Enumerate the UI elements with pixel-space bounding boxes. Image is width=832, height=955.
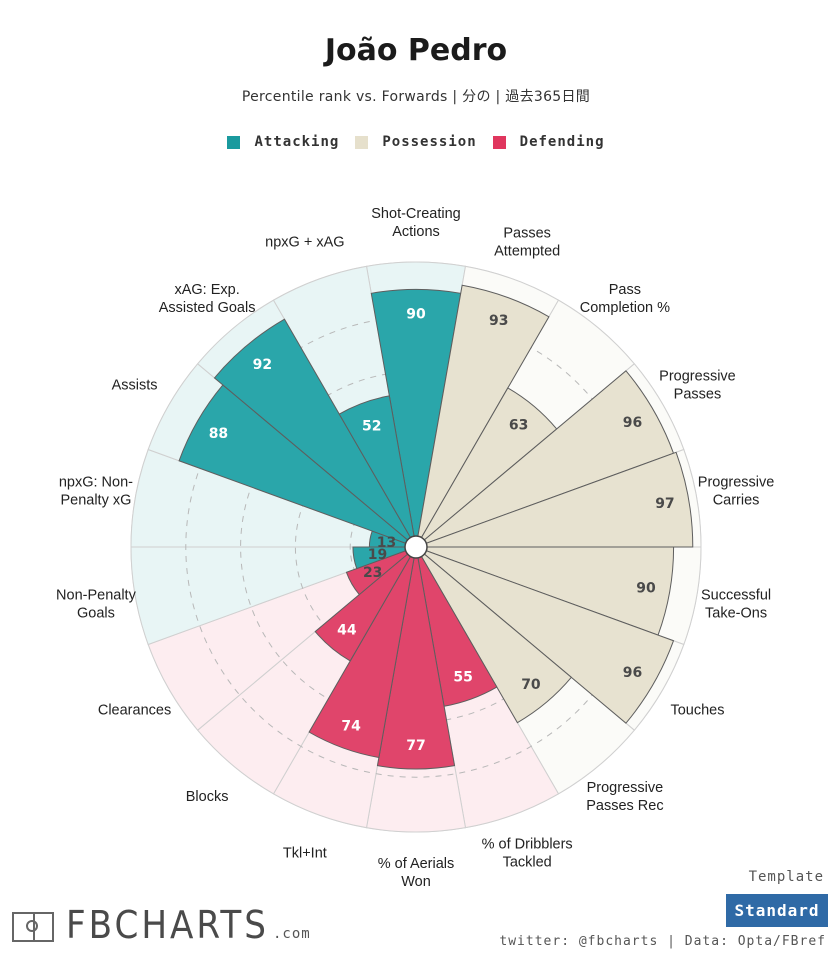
metric-label: Pass Completion % bbox=[580, 282, 670, 316]
metric-value-label: 74 bbox=[341, 718, 361, 734]
metric-label: Touches bbox=[670, 703, 724, 719]
metric-label: % of Aerials Won bbox=[378, 856, 455, 890]
metric-value-label: 23 bbox=[363, 565, 382, 581]
legend-swatch-defending bbox=[492, 135, 506, 149]
metric-label: Blocks bbox=[186, 789, 229, 805]
metric-value-label: 96 bbox=[623, 415, 642, 431]
legend-item-defending: Defending bbox=[492, 134, 605, 150]
page-title: João Pedro bbox=[324, 33, 508, 68]
metric-label: npxG: Non-Penalty xG bbox=[59, 475, 133, 509]
metric-value-label: 96 bbox=[623, 665, 642, 681]
metric-value-label: 63 bbox=[509, 418, 528, 434]
legend-label-defending: Defending bbox=[519, 134, 605, 150]
metric-label: Non-Penalty Goals bbox=[56, 587, 137, 621]
credits: twitter: @fbcharts | Data: Opta/FBref bbox=[499, 934, 826, 949]
metric-value-label: 19 bbox=[368, 547, 387, 563]
fbcharts-logo: FBCHARTS .com bbox=[12, 903, 311, 947]
metric-value-label: 55 bbox=[453, 669, 472, 685]
pitch-icon bbox=[12, 912, 54, 942]
metric-label: Progressive Passes Rec bbox=[586, 780, 663, 814]
legend-swatch-attacking bbox=[227, 135, 241, 149]
metric-label: npxG + xAG bbox=[265, 235, 344, 251]
metric-value-label: 93 bbox=[489, 313, 508, 329]
metric-label: Progressive Carries bbox=[698, 475, 775, 509]
metric-label: Passes Attempted bbox=[494, 226, 560, 260]
metric-value-label: 52 bbox=[362, 418, 381, 434]
metric-label: % of Dribblers Tackled bbox=[482, 836, 573, 870]
metric-value-label: 90 bbox=[636, 581, 656, 597]
metric-value-label: 90 bbox=[406, 306, 426, 322]
metric-label: Clearances bbox=[98, 703, 171, 719]
template-badge: Standard bbox=[726, 894, 828, 927]
metric-label: Successful Take-Ons bbox=[701, 587, 771, 621]
template-label: Template bbox=[748, 869, 824, 885]
legend-swatch-possession bbox=[355, 135, 369, 149]
legend-item-possession: Possession bbox=[355, 134, 476, 150]
metric-label: Tkl+Int bbox=[283, 845, 327, 861]
legend-item-attacking: Attacking bbox=[227, 134, 339, 150]
metric-value-label: 92 bbox=[253, 357, 272, 373]
metric-value-label: 70 bbox=[521, 677, 541, 693]
metric-value-label: 97 bbox=[655, 496, 674, 512]
legend: Attacking Possession Defending bbox=[0, 134, 832, 150]
legend-label-attacking: Attacking bbox=[254, 134, 340, 150]
metric-label: xAG: Exp. Assisted Goals bbox=[159, 282, 256, 316]
metric-value-label: 44 bbox=[337, 622, 357, 638]
radar-center bbox=[404, 535, 428, 559]
page-subtitle: Percentile rank vs. Forwards | 分の | 過去36… bbox=[241, 89, 591, 105]
metric-label: Shot-Creating Actions bbox=[371, 206, 460, 240]
logo-text: FBCHARTS bbox=[66, 903, 269, 947]
legend-label-possession: Possession bbox=[382, 134, 477, 150]
metric-value-label: 13 bbox=[377, 535, 396, 551]
metric-label: Progressive Passes bbox=[659, 369, 736, 403]
metric-label: Assists bbox=[112, 378, 158, 394]
metric-value-label: 77 bbox=[406, 738, 425, 754]
logo-suffix: .com bbox=[273, 926, 311, 942]
metric-value-label: 88 bbox=[209, 426, 228, 442]
